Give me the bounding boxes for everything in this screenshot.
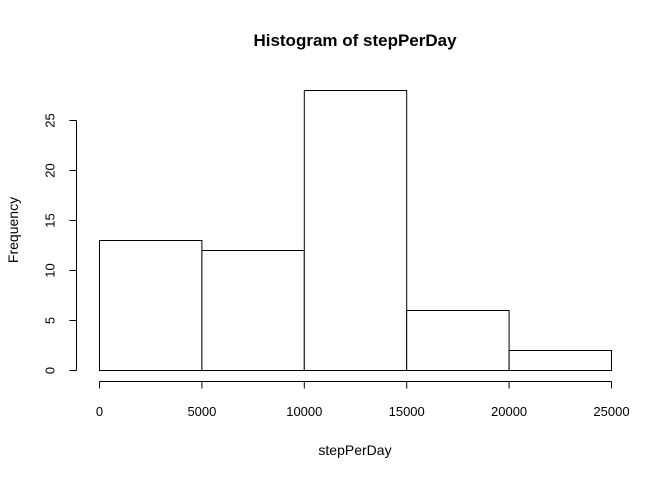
y-axis-label: Frequency (5, 197, 21, 263)
histogram-bar (406, 310, 510, 371)
histogram-bar (508, 350, 613, 371)
x-tick-label: 10000 (286, 404, 322, 419)
x-tick-label: 15000 (389, 404, 425, 419)
y-tick-label: 20 (43, 163, 58, 177)
x-tick-label: 25000 (593, 404, 629, 419)
x-tick-label: 0 (96, 404, 103, 419)
histogram-bar (303, 90, 408, 371)
histogram-bar (99, 240, 203, 371)
histogram-bar (201, 250, 305, 371)
bars-group (99, 90, 613, 371)
x-tick-label: 20000 (491, 404, 527, 419)
y-tick-label: 15 (43, 213, 58, 227)
y-tick-label: 0 (43, 367, 58, 374)
y-tick-label: 10 (43, 263, 58, 277)
y-tick-label: 25 (43, 113, 58, 127)
x-axis: 0 5000 10000 15000 20000 25000 (96, 381, 630, 419)
y-tick-label: 5 (43, 317, 58, 324)
chart-title: Histogram of stepPerDay (253, 31, 457, 50)
x-tick-label: 5000 (187, 404, 216, 419)
y-axis: 0 5 10 15 20 25 (43, 113, 77, 374)
x-axis-label: stepPerDay (318, 442, 391, 458)
